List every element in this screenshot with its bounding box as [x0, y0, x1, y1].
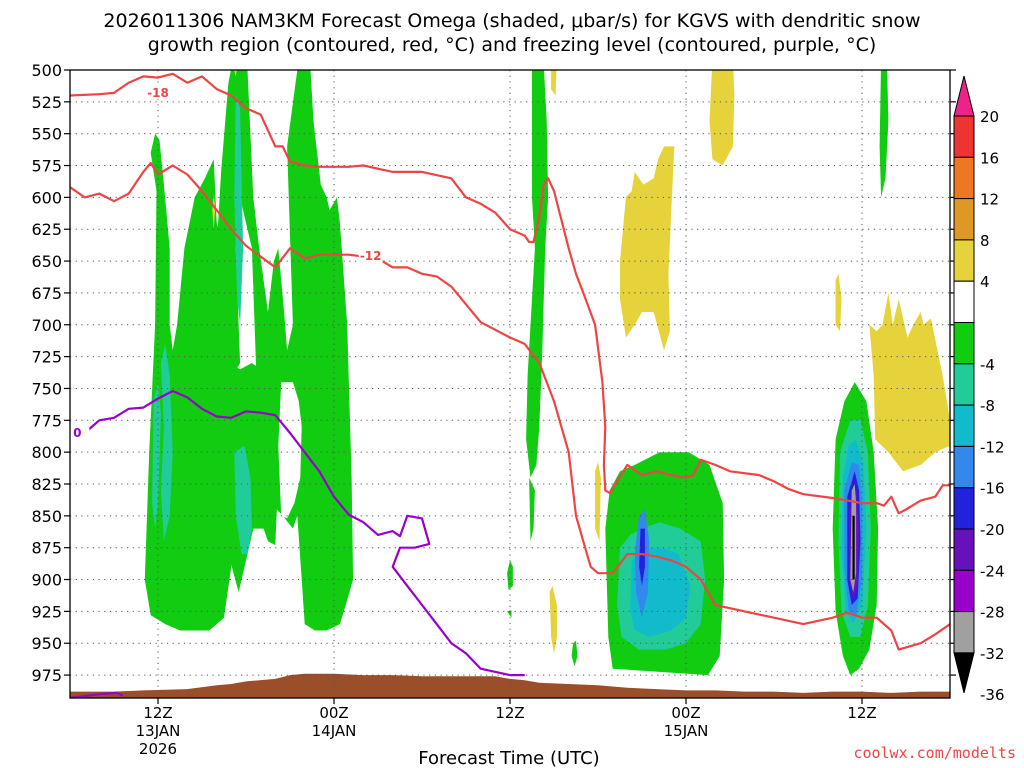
- colorbar-bottom-arrow: [953, 652, 975, 694]
- contour-lines: -18 -12 0: [70, 72, 950, 698]
- omega-region-7: [152, 382, 161, 529]
- y-tick-label-775: 775: [31, 411, 62, 430]
- y-tick-label-825: 825: [31, 475, 62, 494]
- colorbar-bin-4: [953, 280, 975, 324]
- contour--12: [70, 161, 950, 651]
- colorbar-label-10: -24: [980, 562, 1005, 580]
- omega-region-30: [620, 146, 675, 351]
- omega-region-12: [571, 640, 578, 667]
- omega-region-28: [212, 194, 216, 230]
- y-tick-label-875: 875: [31, 539, 62, 558]
- omega-region-25: [852, 515, 855, 580]
- x-tick-date-18: 14JAN: [312, 722, 357, 740]
- contour-label--18: -18: [147, 86, 169, 100]
- omega-region-2: [213, 70, 271, 414]
- omega-region-34: [835, 273, 842, 332]
- colorbar-bin-8: [953, 445, 975, 489]
- colorbar-label-6: -8: [980, 397, 995, 415]
- colorbar-bin-7: [953, 404, 975, 447]
- y-tick-label-700: 700: [31, 316, 62, 335]
- y-tick-label-650: 650: [31, 252, 62, 271]
- omega-region-29: [551, 70, 557, 96]
- colorbar-label-5: -4: [980, 356, 995, 374]
- colorbar-label-7: -12: [980, 438, 1005, 456]
- y-tick-label-750: 750: [31, 379, 62, 398]
- x-tick-label-18: 00Z: [319, 704, 348, 722]
- contour-label-bg--12: [358, 248, 383, 262]
- omega-region-8: [526, 70, 549, 478]
- colorbar-label-12: -32: [980, 645, 1005, 663]
- colorbar-label-0: 20: [980, 108, 999, 126]
- y-axis-ticks: 500 525 550 575 600 625 650 675 700 725 750 775 800 8…: [31, 61, 956, 685]
- colorbar-bin-6: [953, 363, 975, 406]
- credit-text: coolwx.com/modelts: [853, 744, 1016, 762]
- y-tick-label-800: 800: [31, 443, 62, 462]
- contour-label-bg--18: [146, 85, 170, 99]
- y-tick-label-550: 550: [31, 125, 62, 144]
- colorbar-label-3: 8: [980, 232, 990, 250]
- chart-title-line2: growth region (contoured, red, °C) and f…: [148, 34, 877, 56]
- colorbar-label-8: -16: [980, 480, 1005, 498]
- colorbar: 20 16 12 8 4 -4 -8 -12 -16 -20 -24 -28 -32 -36: [953, 75, 1005, 704]
- contour-label--12: -12: [360, 249, 382, 263]
- colorbar-bin-5: [953, 322, 975, 365]
- omega-region-10: [507, 560, 513, 590]
- y-tick-label-525: 525: [31, 93, 62, 112]
- omega-region-9: [529, 477, 535, 542]
- y-tick-label-900: 900: [31, 571, 62, 590]
- contour-0: [70, 389, 525, 677]
- y-tick-label-725: 725: [31, 348, 62, 367]
- x-tick-label-30: 12Z: [495, 704, 524, 722]
- colorbar-label-11: -28: [980, 604, 1005, 622]
- x-tick-year-6: 2026: [139, 740, 177, 758]
- omega-region-35: [869, 292, 950, 472]
- chart-title-line1: 2026011306 NAM3KM Forecast Omega (shaded…: [103, 10, 920, 32]
- y-tick-label-625: 625: [31, 220, 62, 239]
- omega-region-6: [234, 445, 252, 555]
- y-tick-label-675: 675: [31, 284, 62, 303]
- colorbar-label-4: 4: [980, 273, 990, 291]
- y-tick-label-975: 975: [31, 666, 62, 685]
- colorbar-label-9: -20: [980, 521, 1005, 539]
- colorbar-bin-1: [953, 156, 975, 200]
- y-tick-label-925: 925: [31, 602, 62, 621]
- colorbar-bin-2: [953, 198, 975, 241]
- colorbar-bin-3: [953, 239, 975, 282]
- y-tick-label-500: 500: [31, 61, 62, 80]
- contour--18: [70, 72, 950, 515]
- x-tick-date-6: 13JAN: [136, 722, 181, 740]
- y-tick-label-600: 600: [31, 188, 62, 207]
- omega-region-3: [234, 95, 244, 325]
- omega-region-5: [278, 382, 302, 519]
- omega-region-32: [595, 462, 601, 542]
- y-tick-label-950: 950: [31, 634, 62, 653]
- colorbar-label-13: -36: [980, 686, 1005, 704]
- omega-region-33: [549, 585, 557, 654]
- omega-region-31: [709, 70, 735, 166]
- omega-region-27: [234, 70, 237, 77]
- contour-label-bg-0: [70, 426, 90, 440]
- colorbar-top-arrow: [953, 75, 975, 117]
- colorbar-bin-9: [953, 487, 975, 530]
- colorbar-bin-12: [953, 611, 975, 654]
- contour-0b: [70, 691, 124, 698]
- omega-region-17: [639, 528, 645, 586]
- contour-label-0: 0: [73, 426, 81, 440]
- colorbar-bin-10: [953, 528, 975, 571]
- colorbar-label-1: 16: [980, 149, 999, 167]
- x-axis-label: Forecast Time (UTC): [418, 748, 599, 768]
- x-tick-date-42: 15JAN: [664, 722, 709, 740]
- x-tick-label-54: 12Z: [847, 704, 876, 722]
- y-tick-label-850: 850: [31, 507, 62, 526]
- colorbar-label-2: 12: [980, 191, 999, 209]
- x-tick-label-6: 12Z: [143, 704, 172, 722]
- x-tick-label-42: 00Z: [671, 704, 700, 722]
- y-tick-label-575: 575: [31, 157, 62, 176]
- colorbar-bin-11: [953, 569, 975, 613]
- omega-region-4: [224, 70, 354, 631]
- colorbar-bin-0: [953, 115, 975, 158]
